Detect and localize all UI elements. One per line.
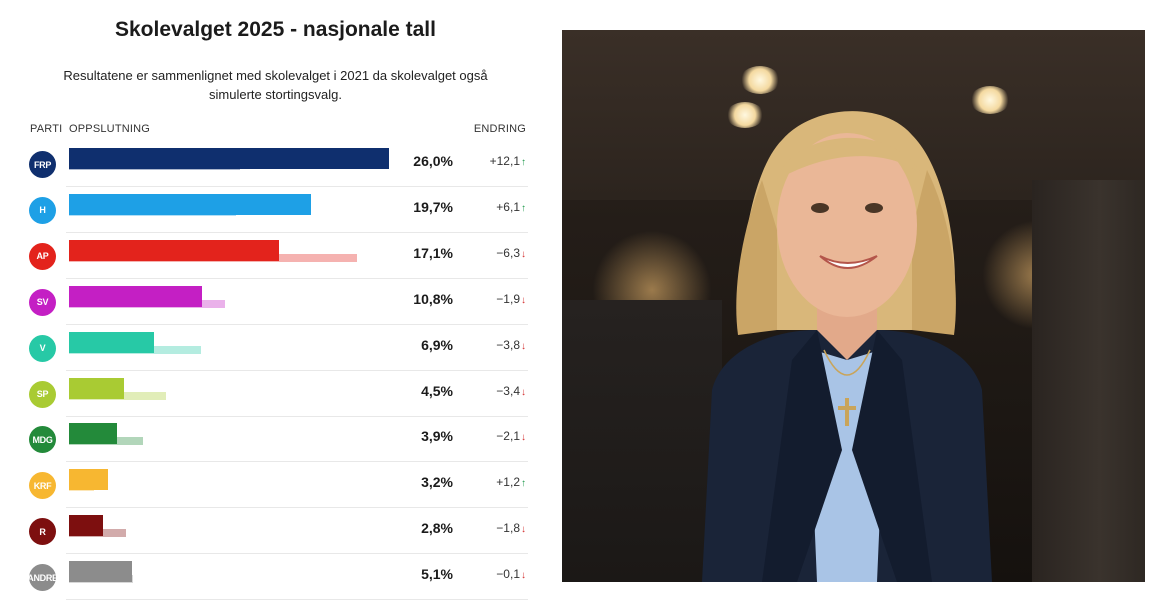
row-divider bbox=[66, 231, 528, 233]
data-label-value: 26,0% bbox=[413, 153, 453, 169]
chart-title: Skolevalget 2025 - nasjonale tall bbox=[115, 18, 436, 41]
table-row: ANDRE 5,1% −0,1↓ bbox=[18, 555, 533, 601]
arrow-up-icon: ↑ bbox=[521, 157, 526, 168]
party-badge: AP bbox=[29, 242, 56, 270]
portrait-photo bbox=[562, 30, 1145, 582]
change-value: −1,9 bbox=[496, 291, 520, 306]
table-row: H 19,7% +6,1↑ bbox=[18, 188, 533, 234]
bar-rows: FRP 26,0% +12,1↑ H 19,7% +6,1↑ AP 17,1% −6,3↓ SV 1… bbox=[18, 0, 533, 614]
ceiling-light bbox=[740, 66, 780, 94]
data-label-change: −3,4↓ bbox=[458, 384, 526, 398]
party-badge: KRF bbox=[29, 472, 56, 500]
table-row: SP 4,5% −3,4↓ bbox=[18, 372, 533, 418]
party-badge: SP bbox=[29, 380, 56, 408]
column-header-change: ENDRING bbox=[473, 123, 526, 135]
row-divider bbox=[66, 599, 528, 601]
arrow-up-icon: ↑ bbox=[521, 478, 526, 490]
change-value: +12,1 bbox=[489, 154, 520, 168]
data-label-change: +6,1↑ bbox=[458, 200, 526, 214]
party-badge: V bbox=[29, 334, 56, 362]
change-value: −0,1 bbox=[496, 567, 520, 582]
change-value: −2,1 bbox=[496, 429, 520, 444]
data-label-value: 2,8% bbox=[421, 520, 453, 537]
party-badge: MDG bbox=[29, 426, 56, 454]
data-label-change: −6,3↓ bbox=[458, 246, 526, 260]
table-row: AP 17,1% −6,3↓ bbox=[18, 234, 533, 280]
data-label-value: 5,1% bbox=[421, 566, 453, 583]
change-value: −6,3 bbox=[496, 245, 520, 260]
data-label-value: 3,9% bbox=[421, 428, 453, 445]
arrow-down-icon: ↓ bbox=[521, 248, 526, 260]
change-value: −3,4 bbox=[496, 383, 520, 398]
row-divider bbox=[66, 186, 528, 187]
bar-2025 bbox=[69, 515, 104, 537]
data-label-value: 6,9% bbox=[421, 336, 453, 353]
bar-2025 bbox=[69, 148, 389, 169]
arrow-down-icon: ↓ bbox=[521, 570, 526, 582]
data-label-change: −1,8↓ bbox=[458, 521, 526, 535]
chart-subtitle: Resultatene er sammenlignet med skoleval… bbox=[18, 66, 533, 104]
party-badge: ANDRE bbox=[29, 564, 56, 592]
data-label-value: 17,1% bbox=[413, 244, 453, 261]
change-value: −3,8 bbox=[496, 337, 520, 352]
bar-2025 bbox=[69, 331, 154, 353]
data-label-value: 10,8% bbox=[413, 290, 453, 307]
row-divider bbox=[66, 507, 528, 509]
column-header-support: OPPSLUTNING bbox=[69, 123, 151, 135]
change-value: −1,8 bbox=[496, 521, 520, 536]
data-label-change: +1,2↑ bbox=[458, 475, 526, 489]
arrow-down-icon: ↓ bbox=[521, 524, 526, 536]
subtitle-line-1: Resultatene er sammenlignet med skoleval… bbox=[63, 68, 488, 83]
background-shelf bbox=[562, 300, 722, 582]
bar-2025 bbox=[69, 239, 280, 261]
arrow-down-icon: ↓ bbox=[521, 386, 526, 398]
table-row: R 2,8% −1,8↓ bbox=[18, 509, 533, 555]
column-header-party: PARTI bbox=[30, 123, 63, 135]
bar-2025 bbox=[69, 423, 117, 445]
change-value: +1,2 bbox=[496, 475, 520, 490]
data-label-value: 4,5% bbox=[421, 382, 453, 399]
ceiling-light bbox=[726, 102, 764, 128]
bar-2025 bbox=[69, 469, 109, 491]
data-label-change: −2,1↓ bbox=[458, 429, 526, 443]
table-row: FRP 26,0% +12,1↑ bbox=[18, 142, 533, 188]
bar-2025 bbox=[69, 377, 125, 399]
bar-2025 bbox=[69, 285, 202, 307]
row-divider bbox=[66, 553, 528, 555]
bar-2025 bbox=[69, 561, 132, 583]
data-label-value: 3,2% bbox=[421, 474, 453, 491]
table-row: SV 10,8% −1,9↓ bbox=[18, 280, 533, 326]
subtitle-line-2: simulerte stortingsvalg. bbox=[209, 87, 342, 102]
background-wall bbox=[1032, 180, 1145, 582]
row-divider bbox=[66, 369, 528, 371]
arrow-up-icon: ↑ bbox=[521, 202, 526, 214]
party-badge: FRP bbox=[29, 151, 56, 178]
bar-2025 bbox=[69, 193, 312, 215]
row-divider bbox=[66, 323, 528, 325]
data-label-change: −3,8↓ bbox=[458, 338, 526, 352]
table-row: KRF 3,2% +1,2↑ bbox=[18, 463, 533, 509]
data-label-change: +12,1↑ bbox=[458, 154, 526, 168]
table-row: MDG 3,9% −2,1↓ bbox=[18, 417, 533, 463]
ceiling-light bbox=[970, 86, 1010, 114]
party-badge: R bbox=[29, 518, 56, 546]
change-value: +6,1 bbox=[496, 199, 520, 214]
chart-panel: Skolevalget 2025 - nasjonale tall Result… bbox=[18, 0, 533, 614]
arrow-down-icon: ↓ bbox=[521, 432, 526, 444]
person-silhouette bbox=[702, 111, 992, 582]
party-badge: H bbox=[29, 196, 56, 224]
row-divider bbox=[66, 461, 528, 463]
data-label-change: −1,9↓ bbox=[458, 292, 526, 306]
data-label-change: −0,1↓ bbox=[458, 567, 526, 581]
data-label-value: 19,7% bbox=[413, 198, 453, 215]
row-divider bbox=[66, 277, 528, 279]
table-row: V 6,9% −3,8↓ bbox=[18, 326, 533, 372]
row-divider bbox=[66, 415, 528, 417]
arrow-down-icon: ↓ bbox=[521, 340, 526, 352]
party-badge: SV bbox=[29, 288, 56, 316]
arrow-down-icon: ↓ bbox=[521, 294, 526, 306]
